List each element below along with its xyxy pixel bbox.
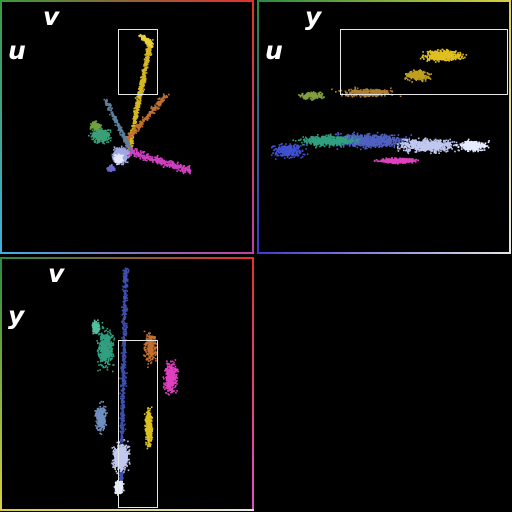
scope-panel-uv[interactable]: v u [0,0,254,254]
axis-label-horizontal: y [8,303,24,328]
scope-panel-yv[interactable]: v y [0,257,254,511]
axis-label-horizontal: u [8,38,26,63]
axis-label-vertical: y [305,4,321,29]
axis-label-vertical: v [48,261,64,286]
selection-box[interactable] [340,29,508,95]
empty-panel [257,257,511,511]
axis-label-vertical: v [43,4,59,29]
selection-box[interactable] [118,340,158,508]
scope-panel-yu[interactable]: y u [257,0,511,254]
axis-label-horizontal: u [265,38,283,63]
selection-box[interactable] [118,29,158,95]
